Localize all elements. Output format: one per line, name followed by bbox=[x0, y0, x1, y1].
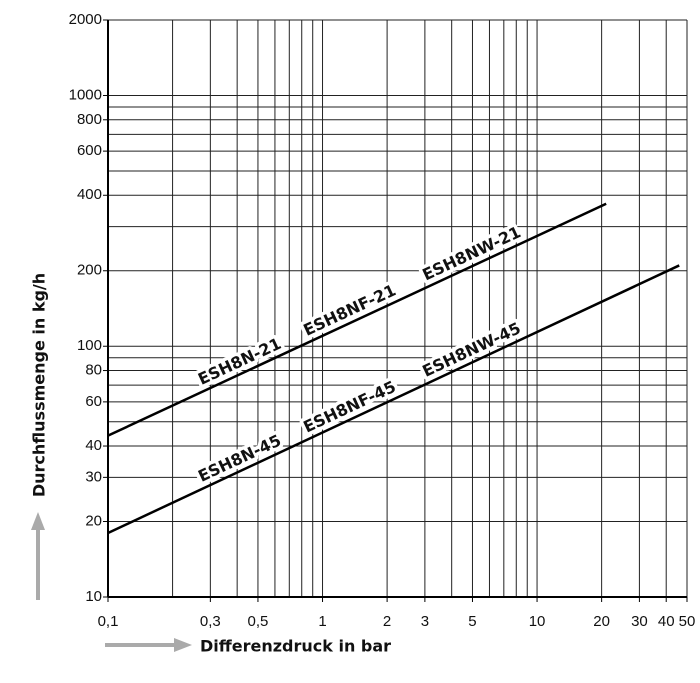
y-tick-label: 1000 bbox=[69, 86, 102, 103]
x-tick-label: 3 bbox=[421, 613, 429, 630]
line-label: ESH8NW-21 bbox=[419, 222, 523, 284]
y-tick-label: 10 bbox=[85, 588, 102, 605]
y-axis-label: Durchflussmenge in kg/h bbox=[30, 273, 49, 497]
line-label: ESH8NF-21 bbox=[300, 280, 398, 339]
x-tick-label: 0,5 bbox=[248, 613, 269, 630]
data-line bbox=[107, 264, 680, 535]
y-tick-label: 600 bbox=[77, 142, 102, 159]
x-axis-label: Differenzdruck in bar bbox=[200, 637, 391, 656]
y-tick-label: 30 bbox=[85, 468, 102, 485]
x-tick-label: 5 bbox=[468, 613, 476, 630]
y-tick-label: 2000 bbox=[69, 11, 102, 28]
x-tick-label: 0,3 bbox=[200, 613, 221, 630]
line-label: ESH8N-21 bbox=[195, 334, 284, 389]
y-tick-label: 400 bbox=[77, 186, 102, 203]
line-label: ESH8NF-45 bbox=[300, 377, 398, 437]
y-tick-label: 40 bbox=[85, 437, 102, 454]
data-line bbox=[107, 202, 607, 437]
y-tick-label: 100 bbox=[77, 337, 102, 354]
y-tick-label: 80 bbox=[85, 362, 102, 379]
y-tick-label: 200 bbox=[77, 262, 102, 279]
y-tick-label: 800 bbox=[77, 111, 102, 128]
x-tick-label: 0,1 bbox=[98, 613, 119, 630]
x-tick-label: 20 bbox=[593, 613, 610, 630]
x-tick-label: 10 bbox=[529, 613, 546, 630]
y-tick-label: 20 bbox=[85, 512, 102, 529]
x-tick-label: 50 bbox=[679, 613, 696, 630]
y-arrow-head bbox=[31, 512, 45, 530]
x-arrow-head bbox=[174, 638, 192, 652]
x-tick-label: 1 bbox=[318, 613, 326, 630]
x-tick-label: 30 bbox=[631, 613, 648, 630]
y-tick-label: 60 bbox=[85, 393, 102, 410]
line-label: ESH8NW-45 bbox=[419, 318, 523, 380]
x-tick-label: 2 bbox=[383, 613, 391, 630]
x-tick-label: 40 bbox=[658, 613, 675, 630]
